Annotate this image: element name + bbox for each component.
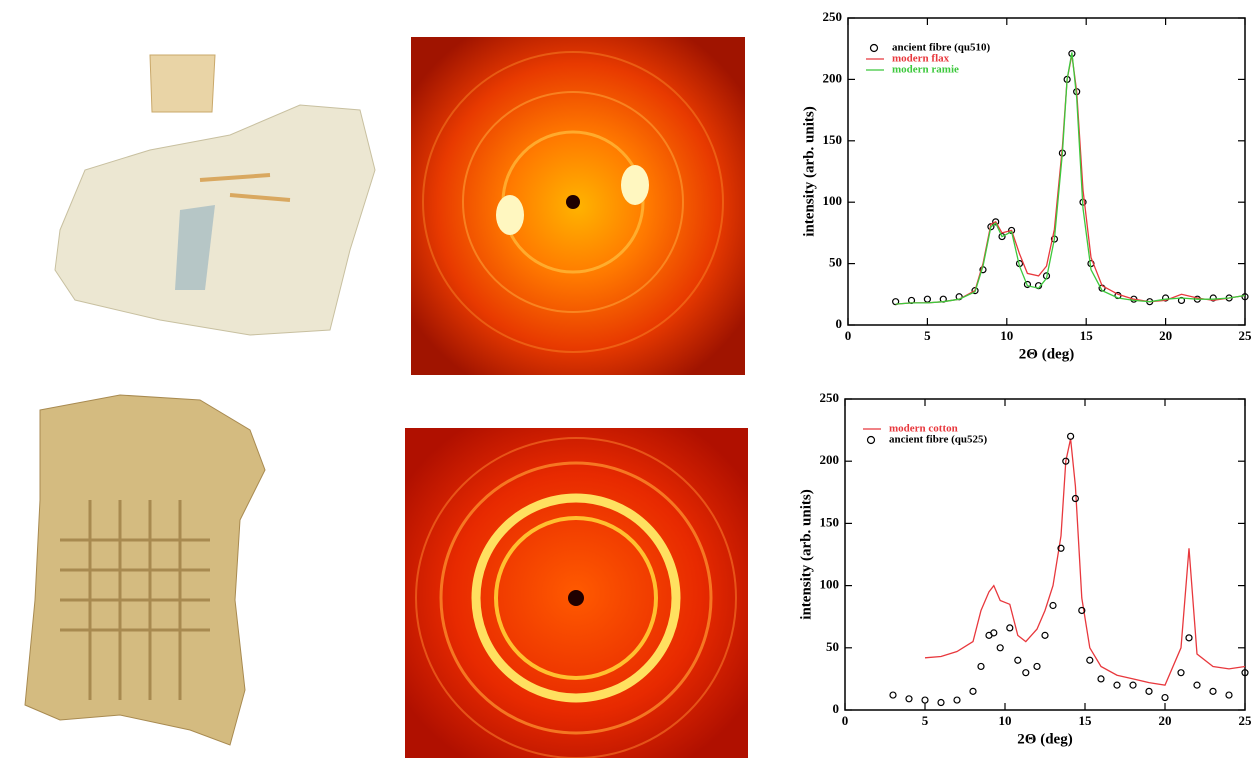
- y-tick-label: 50: [829, 255, 842, 270]
- data-point: [1034, 663, 1040, 669]
- data-point: [938, 700, 944, 706]
- x-tick-label: 0: [842, 713, 849, 728]
- data-point: [922, 697, 928, 703]
- x-tick-label: 5: [924, 328, 931, 343]
- y-tick-label: 200: [823, 70, 843, 85]
- x-axis-label: 2Θ (deg): [1019, 346, 1074, 362]
- y-tick-label: 200: [820, 452, 840, 467]
- x-tick-label: 15: [1080, 328, 1094, 343]
- figure: 05101520250501001502002502Θ (deg)intensi…: [0, 0, 1252, 758]
- data-point: [991, 630, 997, 636]
- x-tick-label: 0: [845, 328, 852, 343]
- x-tick-label: 15: [1079, 713, 1093, 728]
- data-point: [1098, 676, 1104, 682]
- data-point: [1050, 603, 1056, 609]
- data-point: [1042, 632, 1048, 638]
- legend-marker: [871, 45, 878, 52]
- fabric-photo-bottom: [25, 395, 265, 745]
- data-line: [925, 439, 1245, 685]
- legend-label: modern ramie: [892, 64, 959, 76]
- data-point: [1210, 688, 1216, 694]
- data-point: [1015, 657, 1021, 663]
- x-tick-label: 25: [1239, 328, 1252, 343]
- data-point: [1068, 433, 1074, 439]
- data-line: [896, 55, 1245, 304]
- legend-marker: [868, 437, 875, 444]
- data-point: [1146, 688, 1152, 694]
- data-point: [978, 663, 984, 669]
- data-point: [1007, 625, 1013, 631]
- y-tick-label: 0: [836, 316, 843, 331]
- y-tick-label: 150: [823, 132, 843, 147]
- data-point: [970, 688, 976, 694]
- y-tick-label: 250: [820, 390, 840, 405]
- data-line: [896, 52, 1245, 304]
- data-point: [906, 696, 912, 702]
- y-tick-label: 100: [820, 577, 840, 592]
- diffraction-image-top: [411, 37, 745, 375]
- x-tick-label: 25: [1239, 713, 1252, 728]
- data-point: [954, 697, 960, 703]
- diffraction-image-bottom: [405, 428, 748, 758]
- fabric-photo-top: [55, 55, 375, 335]
- y-tick-label: 250: [823, 9, 843, 24]
- y-tick-label: 150: [820, 514, 840, 529]
- plot-frame: [845, 399, 1245, 710]
- data-point: [1186, 635, 1192, 641]
- data-point: [1162, 695, 1168, 701]
- data-point: [997, 645, 1003, 651]
- data-point: [1130, 682, 1136, 688]
- y-axis-label: intensity (arb. units): [801, 106, 817, 236]
- data-point: [1226, 692, 1232, 698]
- legend-label: ancient fibre (qu525): [889, 434, 988, 446]
- x-tick-label: 20: [1159, 328, 1172, 343]
- data-point: [1114, 682, 1120, 688]
- data-point: [890, 692, 896, 698]
- x-tick-label: 20: [1159, 713, 1172, 728]
- data-point: [1194, 682, 1200, 688]
- data-point: [1023, 670, 1029, 676]
- y-tick-label: 0: [833, 701, 840, 716]
- y-tick-label: 50: [826, 639, 839, 654]
- page: {"chart_data": [ {"type": "line", "x_lab…: [0, 0, 1252, 763]
- data-point: [924, 296, 930, 302]
- data-point: [1087, 657, 1093, 663]
- y-axis-label: intensity (arb. units): [798, 489, 814, 619]
- x-tick-label: 10: [1000, 328, 1013, 343]
- x-axis-label: 2Θ (deg): [1017, 731, 1072, 747]
- x-tick-label: 5: [922, 713, 929, 728]
- data-point: [1178, 670, 1184, 676]
- x-tick-label: 10: [999, 713, 1012, 728]
- y-tick-label: 100: [823, 193, 843, 208]
